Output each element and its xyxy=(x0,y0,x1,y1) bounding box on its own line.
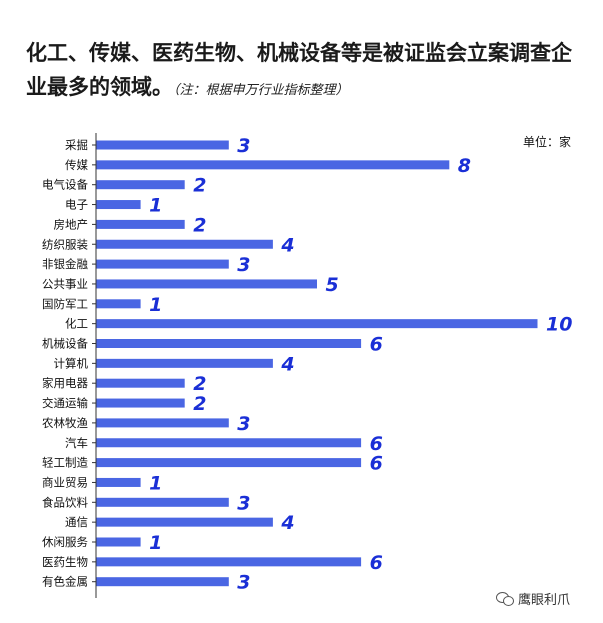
value-label: 4 xyxy=(280,353,294,375)
value-label: 6 xyxy=(370,334,383,356)
value-label: 3 xyxy=(237,572,250,594)
category-label: 公共事业 xyxy=(42,277,88,291)
bar xyxy=(96,180,185,190)
value-label: 2 xyxy=(193,393,206,415)
value-label: 4 xyxy=(280,512,294,534)
category-label: 医药生物 xyxy=(42,555,88,569)
category-label: 电气设备 xyxy=(42,178,88,192)
bar xyxy=(96,160,450,170)
bar xyxy=(96,577,229,587)
value-label: 3 xyxy=(237,135,250,157)
value-label: 2 xyxy=(193,214,206,236)
value-label: 3 xyxy=(237,254,250,276)
value-label: 10 xyxy=(546,314,572,336)
unit-label: 单位：家 xyxy=(523,135,572,149)
category-label: 非银金融 xyxy=(42,257,88,271)
category-label: 家用电器 xyxy=(42,376,88,390)
category-label: 汽车 xyxy=(65,436,88,450)
bar xyxy=(96,497,229,507)
value-label: 6 xyxy=(370,433,383,455)
category-label: 计算机 xyxy=(54,356,89,370)
category-label: 房地产 xyxy=(54,217,89,231)
bar xyxy=(96,219,185,229)
value-label: 1 xyxy=(149,472,162,494)
value-label: 1 xyxy=(149,294,162,316)
value-label: 5 xyxy=(326,274,339,296)
bar xyxy=(96,339,362,348)
category-label: 农林牧渔 xyxy=(42,416,88,430)
value-label: 3 xyxy=(237,492,250,514)
category-label: 轻工制造 xyxy=(42,456,88,470)
category-label: 有色金属 xyxy=(42,575,88,589)
wechat-icon xyxy=(496,591,514,606)
watermark: 鹰眼利爪 xyxy=(496,589,570,608)
bar xyxy=(96,279,317,289)
title-text: 化工、传媒、医药生物、机械设备等是被证监会立案调查企业最多的领域。 xyxy=(26,41,572,99)
category-label: 电子 xyxy=(65,198,88,212)
chart-title: 化工、传媒、医药生物、机械设备等是被证监会立案调查企业最多的领域。（注：根据申万… xyxy=(26,36,586,108)
category-label: 采掘 xyxy=(65,138,88,152)
bar xyxy=(96,438,362,448)
category-label: 化工 xyxy=(65,317,88,331)
category-label: 交通运输 xyxy=(42,396,88,410)
category-label: 休闲服务 xyxy=(42,535,88,549)
category-label: 纺织服装 xyxy=(42,237,88,251)
bar xyxy=(96,239,273,249)
value-label: 1 xyxy=(149,532,162,554)
title-note: （注：根据申万行业指标整理） xyxy=(173,83,349,98)
value-label: 8 xyxy=(458,155,471,177)
value-label: 2 xyxy=(193,373,206,395)
value-label: 2 xyxy=(193,175,206,197)
bar xyxy=(96,477,141,487)
bar xyxy=(96,418,229,428)
category-label: 机械设备 xyxy=(42,337,88,351)
bar xyxy=(96,259,229,269)
category-label: 商业贸易 xyxy=(42,475,88,489)
bar xyxy=(96,200,141,210)
bar xyxy=(96,458,362,468)
category-label: 食品饮料 xyxy=(42,495,88,509)
bar xyxy=(96,319,538,329)
watermark-text: 鹰眼利爪 xyxy=(518,593,571,608)
bar xyxy=(96,358,273,368)
category-label: 传媒 xyxy=(65,158,88,172)
bar xyxy=(96,398,185,408)
bar xyxy=(96,140,229,150)
category-label: 国防军工 xyxy=(42,297,88,311)
bar xyxy=(96,557,362,567)
bar xyxy=(96,299,141,309)
bar xyxy=(96,378,185,388)
value-label: 6 xyxy=(370,453,383,475)
value-label: 6 xyxy=(370,552,383,574)
bar xyxy=(96,537,141,547)
value-label: 3 xyxy=(237,413,250,435)
category-label: 通信 xyxy=(65,515,88,529)
bar xyxy=(96,517,273,527)
value-label: 4 xyxy=(280,234,294,256)
value-label: 1 xyxy=(149,195,162,217)
